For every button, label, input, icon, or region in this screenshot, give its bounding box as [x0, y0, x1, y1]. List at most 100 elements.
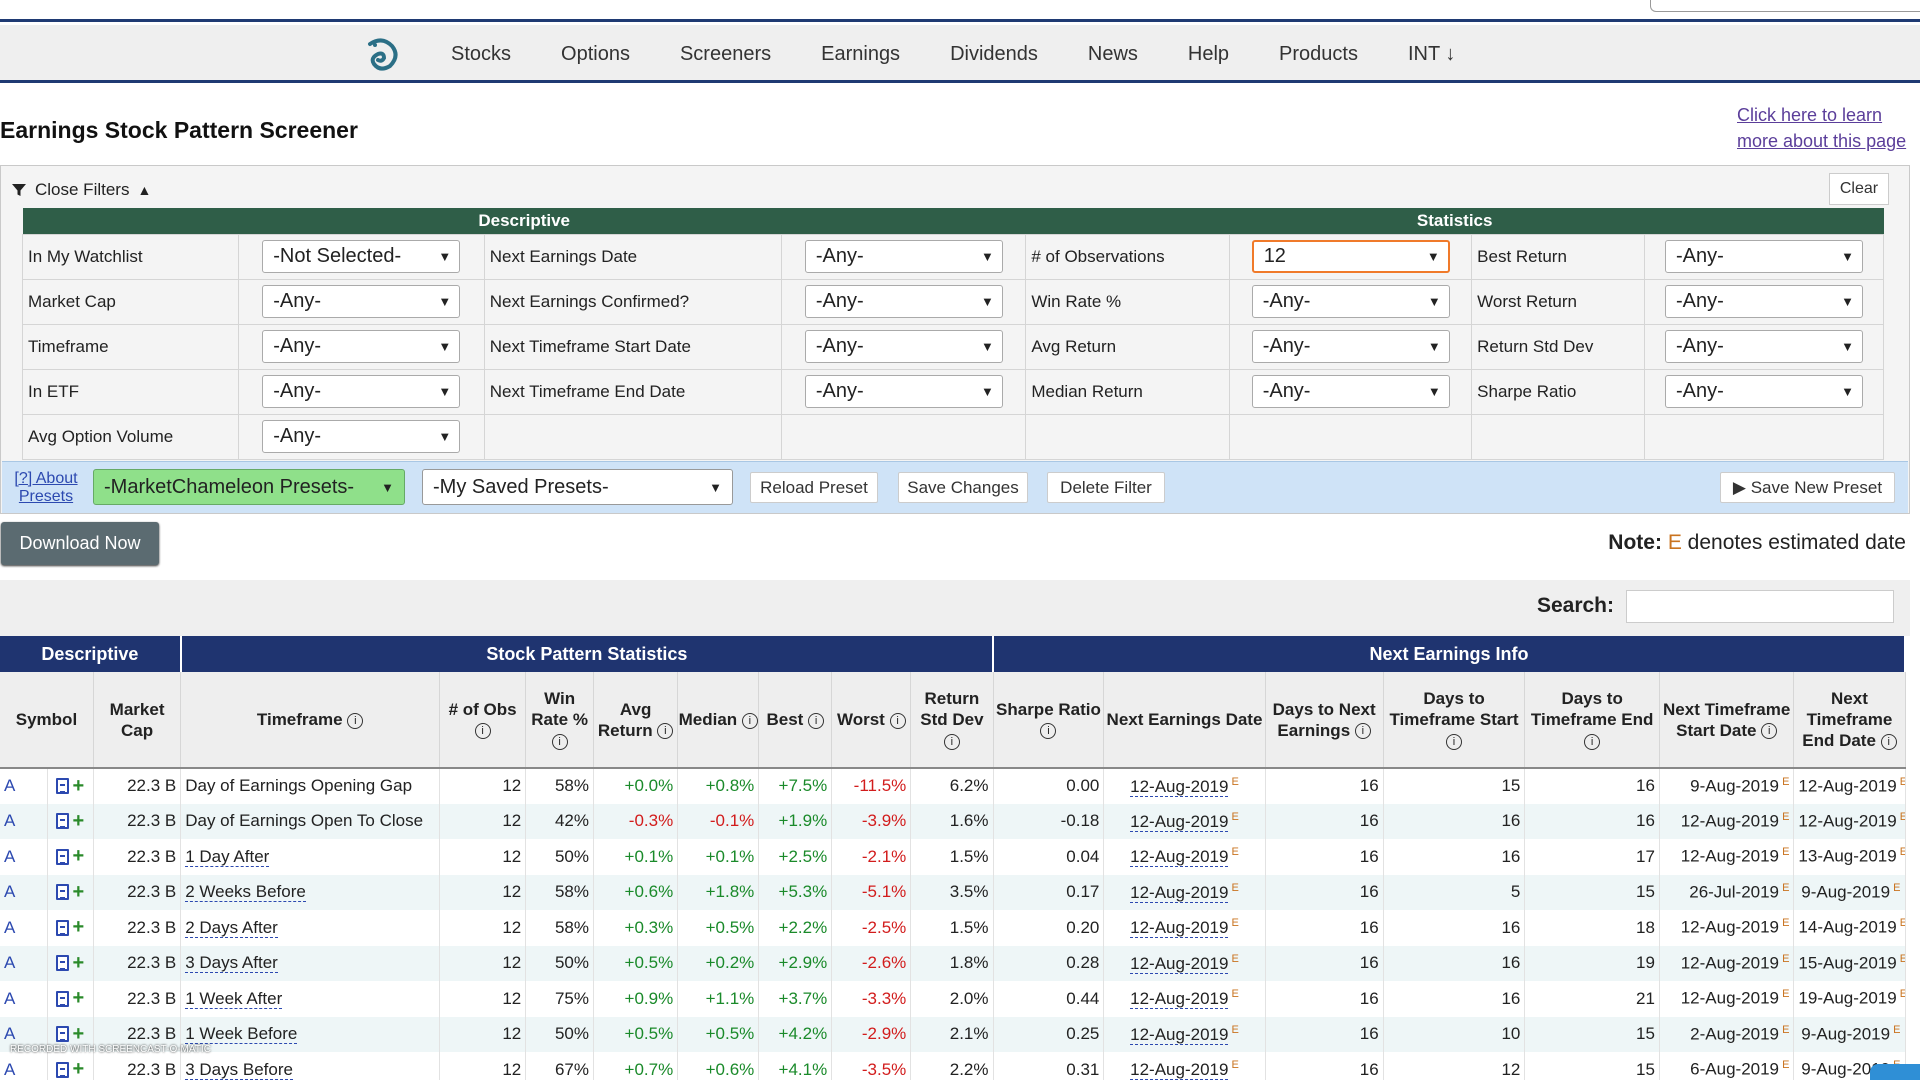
column-header[interactable]: Sharpe Ratio i	[993, 672, 1105, 769]
table-cell[interactable]: 1 Week Before	[180, 1016, 440, 1052]
info-icon[interactable]: i	[1761, 723, 1778, 740]
table-cell[interactable]: 1 Day After	[180, 839, 440, 875]
info-icon[interactable]: i	[1354, 723, 1371, 740]
filter-dropdown[interactable]: -Any- ▼	[804, 285, 1003, 318]
column-header[interactable]: Best i	[758, 672, 833, 769]
filter-dropdown[interactable]: -Any- ▼	[262, 420, 461, 453]
column-header[interactable]: Market Cap	[93, 672, 182, 769]
filter-dropdown[interactable]: -Any- ▼	[262, 330, 461, 363]
site-search-box-edge[interactable]	[1650, 0, 1920, 12]
chat-widget-tab[interactable]	[1870, 1064, 1920, 1080]
info-icon[interactable]: i	[1880, 733, 1897, 750]
info-icon[interactable]: i	[474, 723, 491, 740]
info-icon[interactable]: i	[943, 733, 960, 750]
info-icon[interactable]: i	[1584, 733, 1601, 750]
filter-dropdown[interactable]: -Any- ▼	[804, 375, 1003, 408]
nav-item-0[interactable]: Stocks	[451, 42, 512, 65]
filter-dropdown[interactable]: -Any- ▼	[262, 285, 461, 318]
table-cell[interactable]: A	[0, 1052, 48, 1080]
download-now-button[interactable]: Download Now	[1, 522, 159, 565]
add-watchlist-plus-icon[interactable]: +	[72, 987, 85, 1010]
filter-dropdown[interactable]: -Any- ▼	[1251, 285, 1450, 318]
table-cell[interactable]: A	[0, 1016, 48, 1052]
table-cell[interactable]: A	[0, 803, 48, 839]
search-input[interactable]	[1626, 590, 1894, 623]
column-header[interactable]: Avg Return i	[593, 672, 679, 769]
add-watchlist-plus-icon[interactable]: +	[72, 1022, 85, 1045]
nav-item-6[interactable]: Help	[1187, 42, 1230, 65]
column-header[interactable]: Win Rate % i	[525, 672, 594, 769]
info-icon[interactable]: i	[1446, 733, 1463, 750]
info-icon[interactable]: i	[889, 712, 906, 729]
column-header[interactable]: Days to Timeframe End i	[1524, 672, 1660, 769]
close-filters-toggle[interactable]: Close Filters ▲	[11, 180, 151, 200]
reload-preset-button[interactable]: Reload Preset	[750, 472, 878, 503]
filter-dropdown[interactable]: -Not Selected- ▼	[262, 240, 461, 273]
filter-dropdown[interactable]: -Any- ▼	[1665, 375, 1863, 408]
add-watchlist-plus-icon[interactable]: +	[72, 951, 85, 974]
column-header[interactable]: Worst i	[831, 672, 912, 769]
info-icon[interactable]: i	[1040, 723, 1057, 740]
filter-dropdown[interactable]: -Any- ▼	[262, 375, 461, 408]
report-document-icon[interactable]	[56, 778, 70, 795]
add-watchlist-plus-icon[interactable]: +	[72, 1058, 85, 1080]
table-cell[interactable]: A	[0, 910, 48, 946]
report-document-icon[interactable]	[56, 848, 70, 865]
filter-dropdown[interactable]: -Any- ▼	[1665, 330, 1863, 363]
column-header[interactable]: Days to Timeframe Start i	[1383, 672, 1526, 769]
column-header[interactable]: Return Std Dev i	[910, 672, 994, 769]
column-header[interactable]: Symbol	[0, 672, 94, 769]
table-cell[interactable]: 2 Weeks Before	[180, 874, 440, 910]
add-watchlist-plus-icon[interactable]: +	[72, 916, 85, 939]
chameleon-logo-icon[interactable]	[362, 34, 402, 74]
table-cell[interactable]: A	[0, 768, 48, 804]
table-cell[interactable]: 3 Days Before	[180, 1052, 440, 1080]
info-icon[interactable]: i	[741, 712, 758, 729]
report-document-icon[interactable]	[56, 955, 70, 972]
nav-item-8[interactable]: INT ↓	[1407, 42, 1456, 65]
report-document-icon[interactable]	[56, 990, 70, 1007]
table-cell[interactable]: 12-Aug-2019 E	[1103, 803, 1266, 839]
filter-dropdown[interactable]: 12 ▼	[1251, 240, 1450, 273]
column-header[interactable]: Days to Next Earnings i	[1265, 672, 1384, 769]
filter-dropdown[interactable]: -Any- ▼	[1665, 240, 1863, 273]
column-header[interactable]: Next Earnings Date	[1103, 672, 1266, 769]
add-watchlist-plus-icon[interactable]: +	[72, 774, 85, 797]
table-cell[interactable]: 12-Aug-2019 E	[1103, 945, 1266, 981]
table-cell[interactable]: 12-Aug-2019 E	[1103, 768, 1266, 804]
filter-dropdown[interactable]: -Any- ▼	[804, 330, 1003, 363]
add-watchlist-plus-icon[interactable]: +	[72, 880, 85, 903]
table-cell[interactable]: 12-Aug-2019 E	[1103, 981, 1266, 1017]
table-cell[interactable]: A	[0, 945, 48, 981]
filter-dropdown[interactable]: -Any- ▼	[1665, 285, 1863, 318]
table-cell[interactable]: 12-Aug-2019 E	[1103, 839, 1266, 875]
column-header[interactable]: # of Obs i	[439, 672, 527, 769]
table-cell[interactable]: A	[0, 874, 48, 910]
delete-filter-button[interactable]: Delete Filter	[1047, 472, 1165, 503]
nav-item-7[interactable]: Products	[1279, 42, 1358, 65]
filter-dropdown[interactable]: -Any- ▼	[1251, 375, 1450, 408]
nav-item-2[interactable]: Screeners	[679, 42, 772, 65]
table-cell[interactable]: 12-Aug-2019 E	[1103, 1052, 1266, 1080]
add-watchlist-plus-icon[interactable]: +	[72, 845, 85, 868]
column-header[interactable]: Next Timeframe Start Date i	[1659, 672, 1795, 769]
nav-item-5[interactable]: News	[1087, 42, 1138, 65]
info-icon[interactable]: i	[808, 712, 825, 729]
info-icon[interactable]: i	[657, 723, 674, 740]
filter-dropdown[interactable]: -Any- ▼	[804, 240, 1003, 273]
table-cell[interactable]: Day of Earnings Opening Gap	[180, 768, 440, 804]
nav-item-1[interactable]: Options	[561, 42, 630, 65]
report-document-icon[interactable]	[56, 919, 70, 936]
column-header[interactable]: Timeframe i	[180, 672, 440, 769]
info-icon[interactable]: i	[551, 733, 568, 750]
column-header[interactable]: Next Timeframe End Date i	[1793, 672, 1906, 769]
info-icon[interactable]: i	[347, 712, 364, 729]
table-cell[interactable]: 12-Aug-2019 E	[1103, 874, 1266, 910]
clear-button[interactable]: Clear	[1829, 173, 1889, 205]
add-watchlist-plus-icon[interactable]: +	[72, 809, 85, 832]
save-changes-button[interactable]: Save Changes	[898, 472, 1028, 503]
nav-item-4[interactable]: Dividends	[950, 42, 1038, 65]
save-new-preset-button[interactable]: ▶ Save New Preset	[1720, 472, 1895, 503]
table-cell[interactable]: A	[0, 981, 48, 1017]
marketchameleon-presets-select[interactable]: -MarketChameleon Presets- ▼	[93, 469, 405, 505]
